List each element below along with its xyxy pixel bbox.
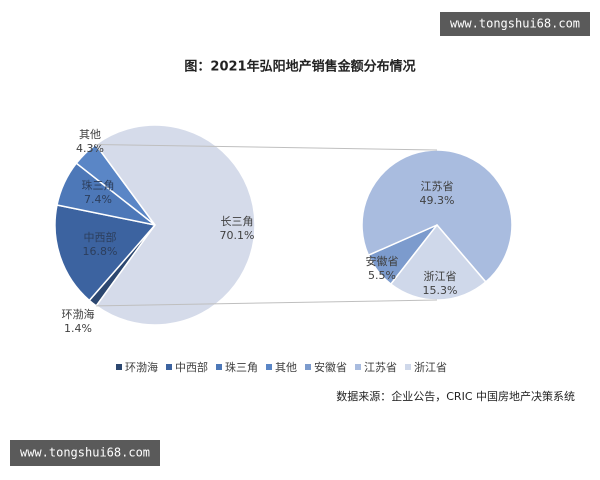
value-label: 1.4%	[64, 322, 92, 335]
legend-swatch	[405, 364, 411, 370]
slice-label: 安徽省	[366, 254, 399, 268]
legend-swatch	[355, 364, 361, 370]
slice-label: 江苏省	[421, 180, 454, 193]
watermark: www.tongshui68.com	[450, 17, 580, 31]
value-label: 4.3%	[76, 142, 104, 155]
legend-label: 江苏省	[364, 361, 397, 374]
legend-label: 其他	[275, 361, 297, 374]
chart-title: 图：2021年弘阳地产销售金额分布情况	[184, 59, 415, 75]
legend-swatch	[216, 364, 222, 370]
slice-label: 中西部	[84, 230, 117, 244]
legend-swatch	[116, 364, 122, 370]
slice-label: 珠三角	[82, 178, 115, 192]
slice-label: 长三角	[221, 215, 254, 228]
value-label: 16.8%	[83, 245, 118, 258]
source: 数据来源：企业公告，CRIC 中国房地产决策系统	[336, 389, 575, 403]
value-label: 7.4%	[84, 193, 112, 206]
value-label: 15.3%	[423, 284, 458, 297]
connector	[95, 143, 438, 151]
slice-label: 其他	[79, 128, 101, 141]
pie-slice	[54, 204, 157, 302]
slice-label: 环渤海	[62, 307, 95, 321]
value-label: 49.3%	[420, 194, 455, 207]
watermark: www.tongshui68.com	[20, 446, 150, 460]
slice-label: 浙江省	[424, 270, 457, 283]
legend-label: 环渤海	[125, 360, 158, 374]
pie-slice	[94, 124, 256, 326]
value-label: 70.1%	[220, 229, 255, 242]
watermark-box	[440, 12, 590, 36]
legend-swatch	[305, 364, 311, 370]
pie-slice	[361, 149, 513, 284]
legend-label: 珠三角	[225, 360, 258, 374]
legend-label: 安徽省	[314, 360, 347, 374]
legend-swatch	[166, 364, 172, 370]
legend-label: 浙江省	[414, 361, 447, 374]
watermark-box	[10, 440, 160, 466]
legend-swatch	[266, 364, 272, 370]
connector	[96, 299, 438, 307]
legend-label: 中西部	[175, 360, 208, 374]
value-label: 5.5%	[368, 269, 396, 282]
pie-slice	[389, 223, 487, 301]
